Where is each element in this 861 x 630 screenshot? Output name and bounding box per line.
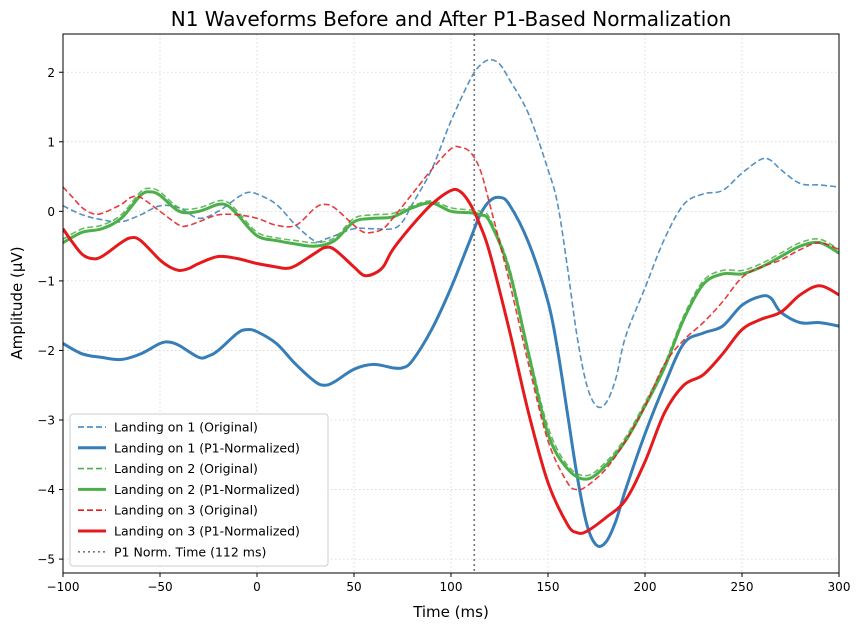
legend: Landing on 1 (Original) Landing on 1 (P1-… (69, 413, 329, 567)
legend-label: Landing on 3 (Original) (114, 503, 258, 518)
legend-label: Landing on 2 (P1-Normalized) (114, 482, 300, 497)
series-line-5 (63, 145, 839, 491)
series-line-6 (63, 187, 839, 535)
y-axis-label: Amplitude (μV) (8, 246, 26, 359)
series-line-1 (63, 58, 839, 409)
legend-label: P1 Norm. Time (112 ms) (114, 544, 266, 559)
x-axis-label: Time (ms) (412, 603, 489, 621)
axis-ticks: −100 −50 0 50 100 150 200 250 300 −5 −4 −3 −2 −1 0 1 2 (37, 66, 850, 594)
y-tick-label: −1 (37, 274, 55, 288)
x-tick-label: −100 (47, 580, 80, 594)
legend-label: Landing on 1 (Original) (114, 420, 258, 435)
legend-box (69, 413, 329, 567)
legend-label: Landing on 3 (P1-Normalized) (114, 524, 300, 539)
series-line-4 (63, 190, 839, 481)
y-tick-label: 2 (47, 66, 55, 80)
y-tick-label: −5 (37, 553, 55, 567)
y-tick-label: −3 (37, 413, 55, 427)
y-tick-label: −2 (37, 344, 55, 358)
legend-label: Landing on 2 (Original) (114, 461, 258, 476)
x-tick-label: 100 (440, 580, 463, 594)
y-tick-label: −4 (37, 483, 55, 497)
series-line-3 (63, 187, 839, 477)
chart-title: N1 Waveforms Before and After P1-Based N… (171, 7, 732, 31)
x-tick-label: 200 (634, 580, 657, 594)
x-tick-label: 50 (346, 580, 361, 594)
x-tick-label: 250 (731, 580, 754, 594)
legend-label: Landing on 1 (P1-Normalized) (114, 440, 300, 455)
plot-area (63, 34, 839, 573)
series-line-2 (63, 195, 839, 548)
x-tick-label: 300 (828, 580, 851, 594)
x-tick-label: 0 (253, 580, 261, 594)
y-tick-label: 1 (47, 135, 55, 149)
x-tick-label: −50 (147, 580, 172, 594)
x-tick-label: 150 (537, 580, 560, 594)
y-tick-label: 0 (47, 205, 55, 219)
